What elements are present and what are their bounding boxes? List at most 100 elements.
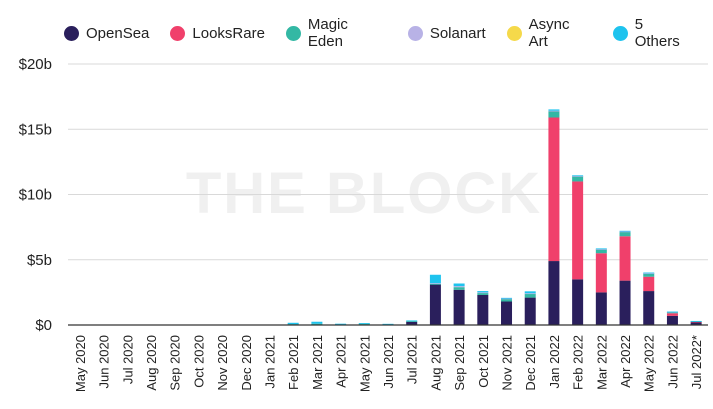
x-tick-label: Sep 2021 xyxy=(452,335,467,391)
bar-segment xyxy=(477,292,489,294)
bar-segment xyxy=(619,231,631,233)
bar-segment xyxy=(595,292,607,325)
bar-segment xyxy=(643,291,655,325)
x-tick-label: Jun 2020 xyxy=(97,335,112,389)
bar-segment xyxy=(406,321,418,322)
bar-segment xyxy=(666,311,678,313)
bar-segment xyxy=(311,323,323,325)
bar-segment xyxy=(595,249,607,254)
x-tick-label: Jan 2021 xyxy=(262,335,277,389)
legend-label: OpenSea xyxy=(86,24,150,42)
bar-segment xyxy=(524,293,536,298)
bar-segment xyxy=(429,283,441,285)
legend-label: Magic Eden xyxy=(307,16,348,50)
bar-segment xyxy=(524,297,536,325)
y-axis-ticks: $0 $5b $10b $15b $20b xyxy=(19,56,52,334)
bar-segment xyxy=(595,248,607,250)
x-tick-label: Jul 2020 xyxy=(120,335,135,384)
x-tick-label: Aug 2020 xyxy=(144,335,159,391)
y-tick-label: $10b xyxy=(19,187,52,204)
x-tick-label: Mar 2021 xyxy=(310,335,325,390)
x-tick-label: Apr 2022 xyxy=(618,335,633,388)
x-tick-label: Feb 2021 xyxy=(286,335,301,390)
bar-segment xyxy=(311,321,323,324)
bar-segment xyxy=(643,276,655,292)
bar-segment xyxy=(619,231,631,237)
x-tick-label: Dec 2020 xyxy=(239,335,254,391)
legend-item-opensea[interactable]: OpenSea xyxy=(64,25,149,42)
x-tick-label: Jul 2022* xyxy=(689,335,704,389)
legend-item-5-others[interactable]: 5 Others xyxy=(612,16,692,50)
bar-segment xyxy=(643,273,655,277)
bar-segment xyxy=(643,273,655,274)
x-tick-label: Oct 2020 xyxy=(191,335,206,388)
bar-segment xyxy=(429,274,441,284)
y-tick-label: $15b xyxy=(19,121,52,138)
bar-segment xyxy=(453,287,465,290)
bar-segment xyxy=(382,323,394,325)
bar-segment xyxy=(358,323,370,324)
x-tick-label: Aug 2021 xyxy=(428,335,443,391)
bar-segment xyxy=(666,313,678,316)
legend-item-looksrare[interactable]: LooksRare xyxy=(170,25,265,42)
chart-legend: OpenSea LooksRare Magic Eden Solanart Async … xyxy=(64,16,713,50)
legend-swatch xyxy=(407,25,423,41)
bar-segment xyxy=(501,298,513,302)
bar-segment xyxy=(643,272,655,274)
legend-swatch xyxy=(612,25,628,41)
legend-item-async-art[interactable]: Async Art xyxy=(506,16,592,50)
bar-segment xyxy=(619,230,631,232)
bar-segment xyxy=(572,175,584,177)
bar-segment xyxy=(477,291,489,293)
watermark: THE BLOCK xyxy=(186,161,542,226)
x-tick-label: May 2022 xyxy=(642,335,657,392)
x-tick-label: Nov 2020 xyxy=(215,335,230,391)
x-tick-label: Sep 2020 xyxy=(168,335,183,391)
bar-segment xyxy=(548,110,560,112)
x-tick-label: Mar 2022 xyxy=(594,335,609,390)
bar-segment xyxy=(619,280,631,325)
bar-segment xyxy=(572,175,584,177)
bar-segment xyxy=(690,322,702,325)
legend-swatch xyxy=(170,25,186,41)
legend-item-magic-eden[interactable]: Magic Eden xyxy=(285,16,387,50)
legend-label: Async Art xyxy=(528,16,570,50)
bar-segment xyxy=(453,286,465,288)
bar-segment xyxy=(690,321,702,323)
bar-segment xyxy=(572,279,584,325)
legend-swatch xyxy=(64,25,79,41)
bar-segment xyxy=(501,301,513,325)
bar-segment xyxy=(548,110,560,118)
bar-segment xyxy=(335,323,347,325)
bar-segment xyxy=(501,298,513,300)
bar-segment xyxy=(429,283,441,285)
bar-segment xyxy=(287,322,299,325)
bar-segment xyxy=(477,293,489,295)
legend-swatch xyxy=(506,25,522,41)
bar-segment xyxy=(595,249,607,250)
x-axis-ticks: May 2020 Jun 2020 Jul 2020 Aug 2020 Sep 2020… xyxy=(73,335,704,392)
bar-segment xyxy=(572,176,584,182)
legend-item-solanart[interactable]: Solanart xyxy=(407,25,486,42)
y-tick-label: $20b xyxy=(19,56,52,73)
bar-segment xyxy=(406,321,418,325)
bar-segment xyxy=(548,109,560,111)
y-tick-label: $5b xyxy=(27,252,52,269)
x-tick-label: Jun 2021 xyxy=(381,335,396,389)
x-tick-label: Apr 2021 xyxy=(334,335,349,388)
x-tick-label: Feb 2022 xyxy=(571,335,586,390)
bar-segment xyxy=(453,289,465,325)
x-tick-label: Jul 2021 xyxy=(405,335,420,384)
bar-segment xyxy=(524,291,536,294)
legend-swatch xyxy=(285,25,301,41)
x-tick-label: Oct 2021 xyxy=(476,335,491,388)
bar-segment xyxy=(619,236,631,281)
x-tick-label: May 2020 xyxy=(73,335,88,392)
bars xyxy=(287,109,702,326)
bar-segment xyxy=(406,320,418,322)
bar-segment xyxy=(595,253,607,293)
legend-label: LooksRare xyxy=(192,24,265,42)
bar-segment xyxy=(453,283,465,287)
x-tick-label: Nov 2021 xyxy=(500,335,515,391)
